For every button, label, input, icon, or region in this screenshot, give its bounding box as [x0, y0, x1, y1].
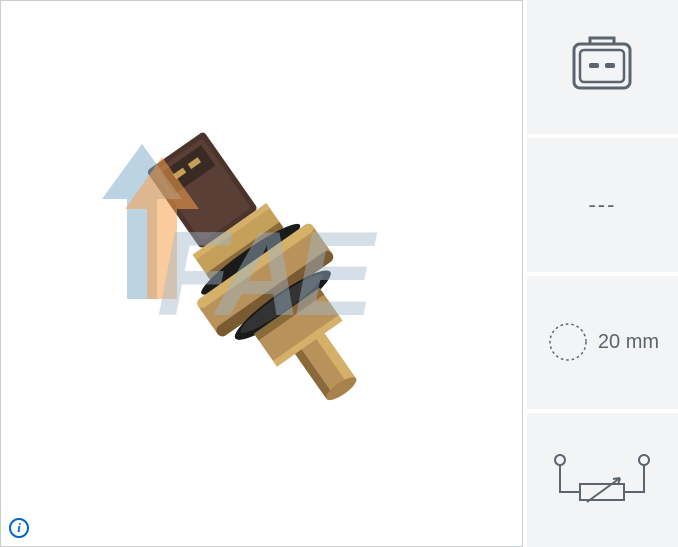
spec-diameter: 20 mm: [527, 276, 678, 410]
diameter-icon: [546, 320, 590, 364]
specs-side-panel: --- 20 mm: [527, 0, 678, 547]
thread-value: ---: [588, 192, 616, 218]
info-icon[interactable]: i: [9, 518, 29, 538]
product-sensor-image: [63, 68, 460, 479]
diameter-value: 20 mm: [598, 331, 659, 354]
product-image-panel: FAE i: [0, 0, 523, 547]
spec-thread: ---: [527, 138, 678, 272]
circuit-icon: [542, 440, 662, 520]
spec-circuit: [527, 413, 678, 547]
connector-icon: [562, 32, 642, 102]
product-spec-container: FAE i --- 20 mm: [0, 0, 678, 547]
spec-connector: [527, 0, 678, 134]
